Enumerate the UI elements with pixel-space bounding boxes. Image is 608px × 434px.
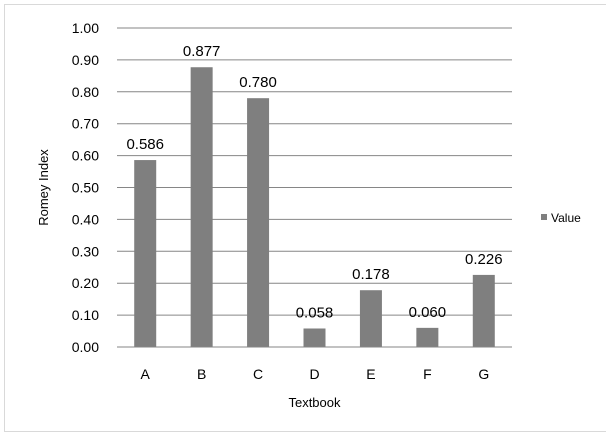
bar-g [472, 274, 495, 347]
x-tick-label-d: D [309, 366, 319, 382]
y-tick-label: 0.80 [72, 84, 99, 100]
bar-b [190, 67, 213, 347]
y-axis-title: Romey Index [36, 149, 51, 226]
legend: Value [541, 211, 581, 225]
x-axis-title: Textbook [288, 395, 341, 410]
data-label-g: 0.226 [465, 251, 503, 268]
y-tick-label: 0.00 [72, 339, 99, 355]
data-label-a: 0.586 [126, 136, 164, 153]
y-axis-tick-labels: 0.00 0.10 0.20 0.30 0.40 0.50 0.60 0.70 0.80 0.90… [72, 20, 99, 355]
x-tick-label-e: E [366, 366, 375, 382]
x-axis-tick-labels: A B C D E F G [141, 366, 490, 382]
y-tick-label: 0.40 [72, 211, 99, 227]
y-tick-label: 0.10 [72, 307, 99, 323]
y-tick-label: 0.90 [72, 52, 99, 68]
x-tick-label-g: G [478, 366, 489, 382]
bar-c [247, 98, 270, 348]
y-tick-label: 0.50 [72, 180, 99, 196]
y-tick-label: 0.70 [72, 116, 99, 132]
data-labels: 0.586 0.877 0.780 0.058 0.178 0.060 0.226 [126, 43, 502, 321]
y-tick-label: 0.60 [72, 148, 99, 164]
chart-area [4, 4, 606, 432]
x-tick-label-f: F [423, 366, 432, 382]
legend-swatch [541, 214, 547, 220]
gridlines [117, 27, 512, 316]
data-label-f: 0.060 [409, 304, 447, 321]
bar-d [303, 328, 326, 347]
x-tick-label-a: A [141, 366, 151, 382]
data-label-d: 0.058 [296, 304, 334, 321]
bar-e [359, 290, 382, 347]
y-tick-label: 0.20 [72, 275, 99, 291]
y-tick-label: 1.00 [72, 20, 99, 36]
data-label-c: 0.780 [239, 74, 277, 91]
x-tick-label-b: B [197, 366, 206, 382]
x-tick-label-c: C [253, 366, 263, 382]
data-label-e: 0.178 [352, 266, 390, 283]
bars [134, 67, 495, 348]
bar-f [416, 327, 439, 347]
data-label-b: 0.877 [183, 43, 221, 60]
legend-label: Value [551, 211, 581, 225]
bar-a [134, 160, 157, 347]
y-tick-label: 0.30 [72, 243, 99, 259]
